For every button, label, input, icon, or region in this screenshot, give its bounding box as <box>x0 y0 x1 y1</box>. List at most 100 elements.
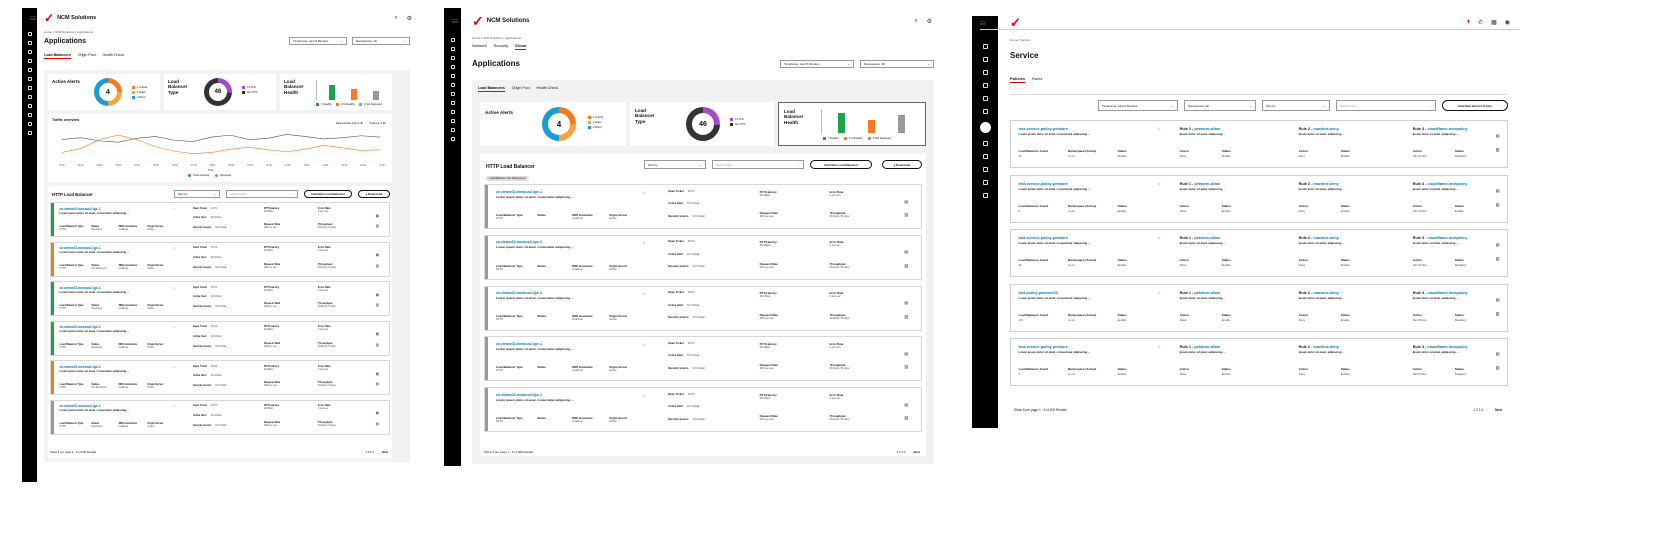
tab-origin-pool[interactable]: Origin Pool <box>511 86 530 90</box>
nav-icon[interactable] <box>982 167 988 172</box>
ticket-icon[interactable]: ▤ <box>904 250 908 255</box>
favorite-star-icon[interactable]: ☆ <box>1157 344 1161 349</box>
download-button[interactable]: ⤓ Download <box>358 190 390 198</box>
rule-name-link[interactable]: petstore-allow <box>1194 290 1220 295</box>
nav-icon[interactable] <box>27 131 32 135</box>
nav-icon[interactable] <box>982 96 988 101</box>
lb-name-link[interactable]: ce-demo02-westus2-lge-1 <box>59 206 101 211</box>
nav-icon[interactable] <box>982 193 988 198</box>
nav-icon[interactable] <box>27 59 32 63</box>
favorite-star-icon[interactable]: ☆ <box>641 292 646 297</box>
menu-icon[interactable] <box>30 16 36 20</box>
report-icon[interactable]: ▥ <box>904 365 908 370</box>
ticket-icon[interactable]: ▤ <box>375 332 379 336</box>
settings-icon[interactable]: ⚙ <box>926 18 932 25</box>
rule-name-link[interactable]: petstore-allow <box>1194 236 1220 240</box>
nav-icon[interactable] <box>450 110 455 114</box>
nav-icon[interactable] <box>982 57 988 62</box>
nav-icon[interactable] <box>450 137 455 141</box>
menu-icon[interactable] <box>980 20 986 25</box>
favorite-star-icon[interactable]: ☆ <box>641 190 646 195</box>
lb-name-link[interactable]: ce-demo02-westus2-lge-1 <box>495 392 543 397</box>
ticket-icon[interactable]: ▤ <box>904 301 908 306</box>
tab-security[interactable]: Security <box>493 43 509 48</box>
ticket-icon[interactable]: ▤ <box>375 253 379 257</box>
menu-icon[interactable] <box>452 19 458 23</box>
report-icon[interactable]: ▥ <box>375 382 379 386</box>
user-icon[interactable]: ◉ <box>1504 20 1510 26</box>
report-icon[interactable]: ▥ <box>1495 256 1500 261</box>
nav-icon[interactable] <box>27 86 32 90</box>
policy-row[interactable]: test-policy-petstore33 Lorem ipsum dolor … <box>1010 283 1508 332</box>
rule-name-link[interactable]: cloudflame-nextpolicy <box>1427 290 1468 295</box>
nav-icon[interactable] <box>27 41 32 45</box>
rule-name-link[interactable]: machine-deny <box>1313 290 1339 295</box>
lb-name-link[interactable]: ce-demo02-westus2-lge-1 <box>495 341 543 346</box>
tab-health-check[interactable]: Health Check <box>536 86 559 90</box>
nav-icon[interactable] <box>982 180 988 185</box>
rule-name-link[interactable]: cloudflame-nextpolicy <box>1427 236 1468 240</box>
lb-name-link[interactable]: ce-demo02-westus2-lge-1 <box>59 246 101 250</box>
nav-icon[interactable] <box>982 44 988 49</box>
rule-name-link[interactable]: machine-deny <box>1313 236 1339 240</box>
grid-icon[interactable]: ▦ <box>1491 20 1497 26</box>
sort-select[interactable]: Sort by ⌄ <box>174 190 220 198</box>
policy-name-link[interactable]: test-service-policy-petstore <box>1018 345 1068 349</box>
search-input[interactable]: Search here ⌕ <box>1336 100 1436 111</box>
lb-row[interactable]: ce-demo02-westus2-lge-1 Lorem ipsum dolor… <box>50 241 390 277</box>
lb-name-link[interactable]: ce-demo02-westus2-lge-1 <box>495 189 543 194</box>
settings-icon[interactable]: ⚙ <box>406 15 412 22</box>
nav-icon[interactable] <box>982 154 988 159</box>
ticket-icon[interactable]: ▤ <box>904 199 908 204</box>
ticket-icon[interactable]: ▤ <box>904 402 908 407</box>
rule-name-link[interactable]: cloudflame-nextpolicy <box>1427 181 1468 186</box>
nav-icon[interactable] <box>450 47 455 51</box>
lb-row[interactable]: ce-demo02-westus2-lge-1 Lorem ipsum dolor… <box>484 336 922 382</box>
lb-name-link[interactable]: ce-demo02-westus2-lge-1 <box>495 240 543 245</box>
nav-icon[interactable] <box>450 65 455 69</box>
nav-icon[interactable] <box>27 50 32 54</box>
policy-row[interactable]: test-service-policy-petstore Lorem ipsum … <box>1010 174 1508 223</box>
lb-row[interactable]: ce-demo02-westus2-lge-1 Lorem ipsum dolor… <box>50 202 390 237</box>
lb-row[interactable]: ce-demo02-westus2-lge-1 Lorem ipsum dolor… <box>484 184 922 229</box>
rule-name-link[interactable]: cloudflame-nextpolicy <box>1427 127 1468 131</box>
nav-icon[interactable] <box>450 101 455 105</box>
namespace-select[interactable]: Namespace: All ⌄ <box>860 59 934 68</box>
lb-name-link[interactable]: ce-demo02-westus2-lge-1 <box>495 291 543 296</box>
rule-name-link[interactable]: petstore-allow <box>1194 127 1220 131</box>
favorite-star-icon[interactable]: ☆ <box>1157 180 1161 186</box>
report-icon[interactable]: ▥ <box>1495 147 1500 152</box>
report-icon[interactable]: ▥ <box>375 342 379 347</box>
favorite-star-icon[interactable]: ☆ <box>172 325 176 329</box>
policy-name-link[interactable]: test-service-policy-petstore <box>1018 181 1068 186</box>
favorite-star-icon[interactable]: ☆ <box>172 246 176 250</box>
tab-rules[interactable]: Rules <box>1032 76 1043 81</box>
lb-name-link[interactable]: ce-demo02-westus2-lge-1 <box>59 285 101 290</box>
rule-name-link[interactable]: machine-deny <box>1313 345 1339 349</box>
favorite-star-icon[interactable]: ☆ <box>172 404 176 408</box>
nav-icon[interactable] <box>27 68 32 72</box>
report-icon[interactable]: ▥ <box>904 416 908 421</box>
close-icon[interactable]: ⊗ <box>523 177 526 180</box>
report-icon[interactable]: ▥ <box>375 303 379 307</box>
ticket-icon[interactable]: ▤ <box>375 371 379 376</box>
ticket-icon[interactable]: ▤ <box>375 411 379 415</box>
tab-load-balancers[interactable]: Load Balancers <box>44 53 71 59</box>
edit-icon[interactable]: ▤ <box>1495 187 1500 193</box>
next-button[interactable]: Next <box>381 450 388 454</box>
favorite-star-icon[interactable]: ☆ <box>641 342 646 347</box>
policy-name-link[interactable]: test-service-policy-petstore <box>1018 236 1068 240</box>
page-numbers[interactable]: 1 2 3 4 <box>896 450 906 454</box>
filter-chip[interactable]: Load Balancer: Not Deployed ⊗ <box>486 176 529 181</box>
report-icon[interactable]: ▥ <box>375 224 379 228</box>
phone-icon[interactable]: ✆ <box>1478 20 1484 26</box>
rule-name-link[interactable]: petstore-allow <box>1194 181 1220 186</box>
tab-network[interactable]: Network <box>472 43 487 48</box>
page-numbers[interactable]: 1 2 3 4 <box>1473 408 1484 412</box>
namespace-select[interactable]: Namespace: All ⌄ <box>1184 100 1256 111</box>
favorite-star-icon[interactable]: ☆ <box>172 206 176 211</box>
report-icon[interactable]: ▥ <box>1495 365 1500 370</box>
nav-icon[interactable] <box>27 104 32 108</box>
policy-name-link[interactable]: test-policy-petstore33 <box>1018 290 1058 295</box>
namespace-select[interactable]: Namespace: All ⌄ <box>352 37 410 45</box>
